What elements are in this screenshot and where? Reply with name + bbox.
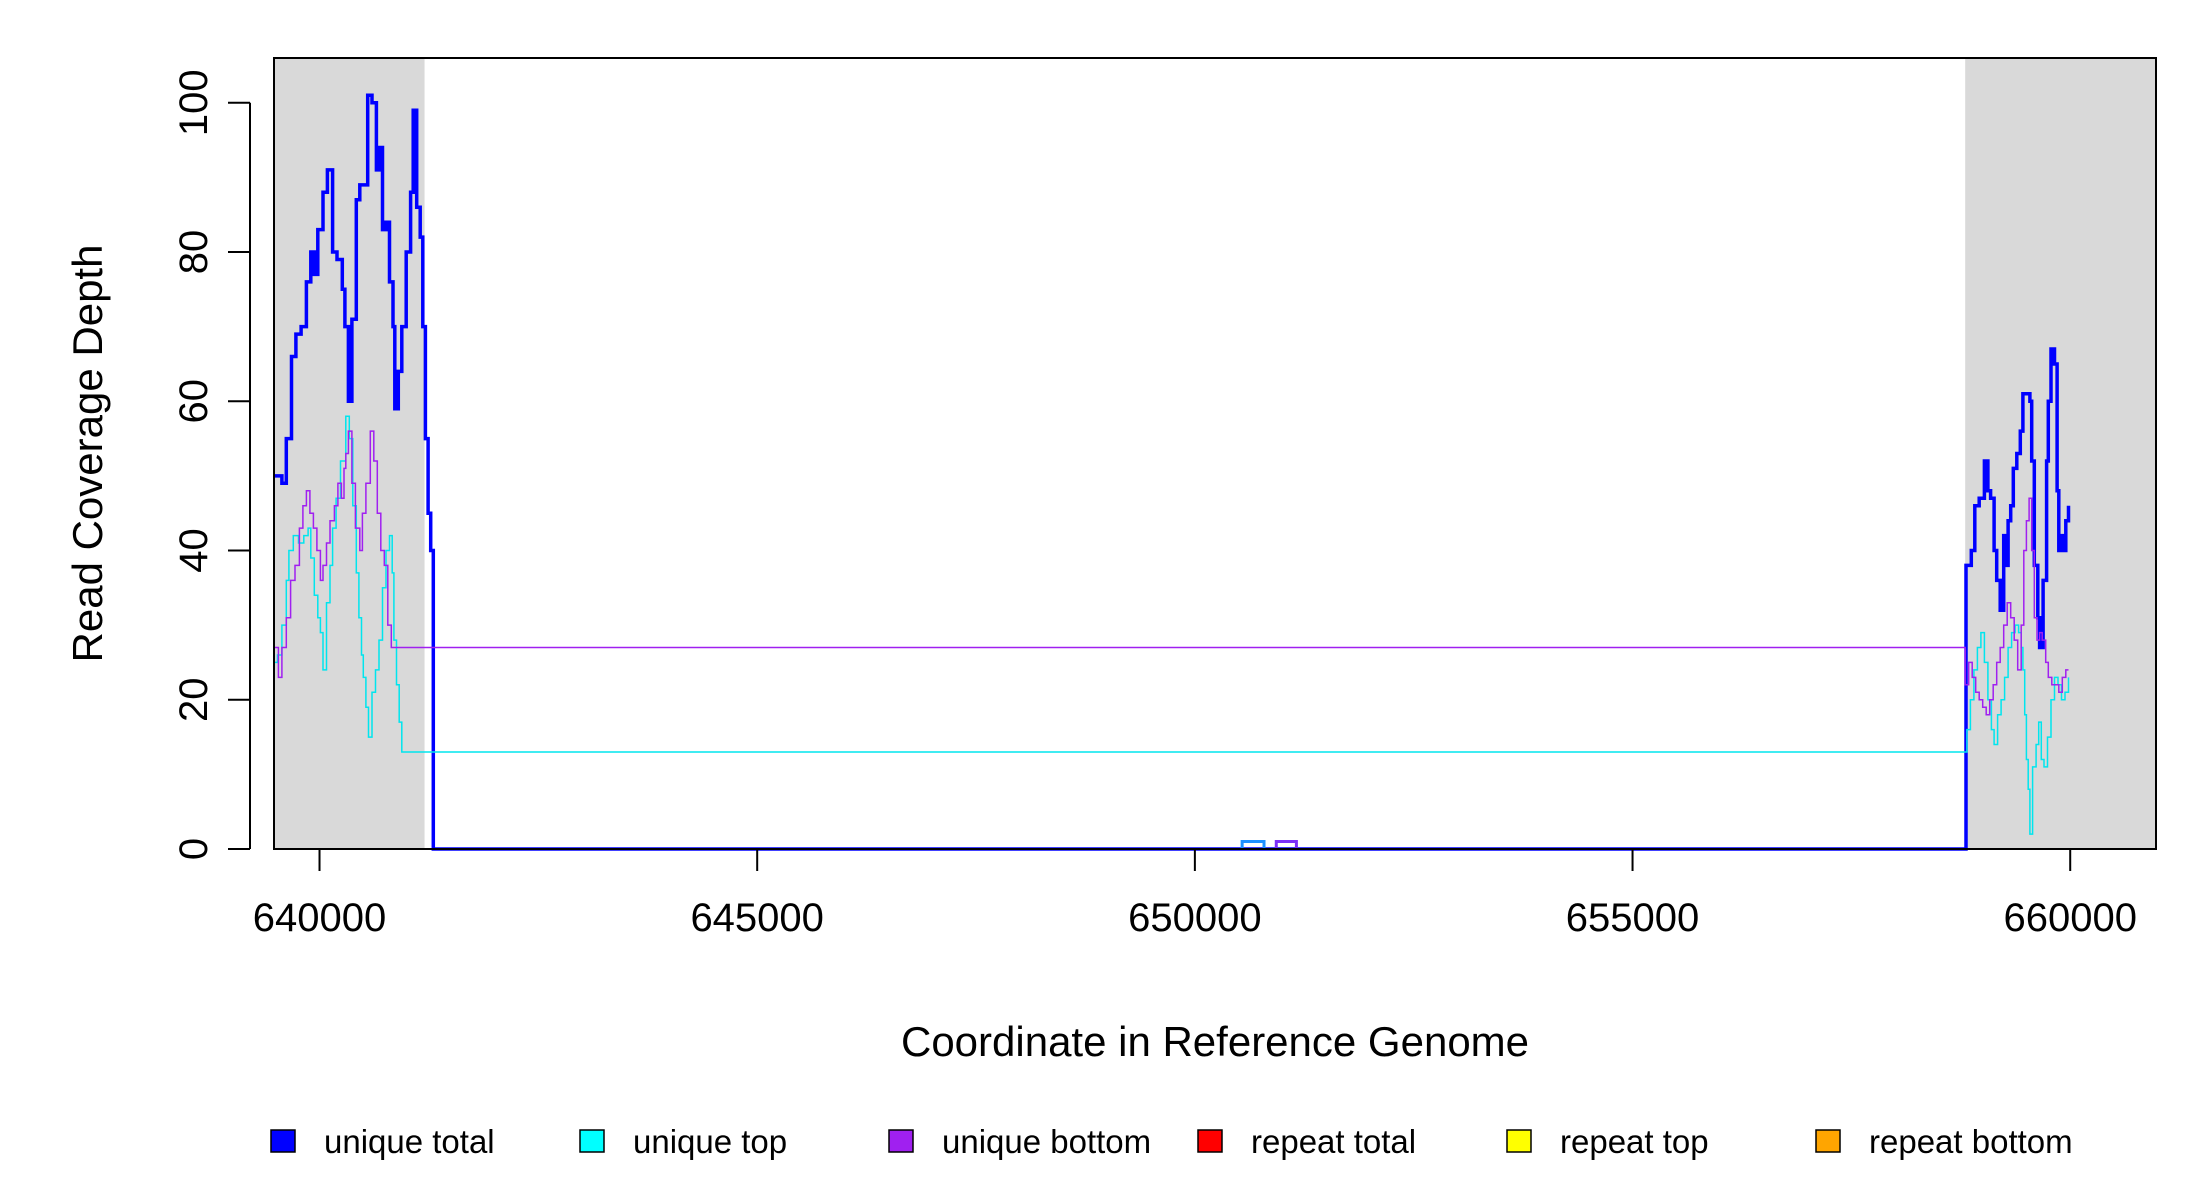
x-axis-title: Coordinate in Reference Genome <box>901 1018 1529 1065</box>
legend-swatch-repeat-total <box>1197 1129 1223 1153</box>
legend-swatch-unique-bottom <box>888 1129 914 1153</box>
y-tick-label: 60 <box>172 379 216 424</box>
legend-swatch-unique-total <box>270 1129 296 1153</box>
legend-swatch-unique-top <box>579 1129 605 1153</box>
y-tick-label: 80 <box>172 230 216 274</box>
y-axis-title: Read Coverage Depth <box>64 245 111 663</box>
y-tick-label: 100 <box>172 69 216 136</box>
plot-frame <box>273 57 2157 850</box>
y-tick-label: 20 <box>172 678 216 723</box>
series-unique-bottom <box>274 430 2069 716</box>
x-tick-label: 660000 <box>2003 896 2136 940</box>
y-tick-label: 40 <box>172 528 216 573</box>
x-tick-label: 640000 <box>253 896 386 940</box>
x-tick-label: 655000 <box>1566 896 1699 940</box>
legend: unique total unique top unique bottom repea… <box>270 1123 2073 1160</box>
legend-swatch-repeat-bottom <box>1815 1129 1841 1153</box>
legend-label-repeat-total: repeat total <box>1251 1123 1416 1160</box>
x-axis: 640000 645000 650000 655000 660000 <box>253 849 2137 940</box>
series-unique-top <box>274 415 2070 835</box>
legend-label-repeat-top: repeat top <box>1560 1123 1709 1160</box>
series-lines <box>274 93 2156 851</box>
legend-label-unique-bottom: unique bottom <box>942 1123 1151 1160</box>
legend-label-unique-total: unique total <box>324 1123 495 1160</box>
shaded-regions <box>274 58 2156 849</box>
coverage-blip-2 <box>1274 840 1298 849</box>
series-unique-total <box>274 93 2071 851</box>
y-axis: 0 20 40 60 80 100 <box>172 69 251 860</box>
legend-label-unique-top: unique top <box>633 1123 787 1160</box>
legend-swatch-repeat-top <box>1506 1129 1532 1153</box>
legend-label-repeat-bottom: repeat bottom <box>1869 1123 2073 1160</box>
x-tick-label: 650000 <box>1128 896 1261 940</box>
y-tick-label: 0 <box>172 838 216 860</box>
x-tick-label: 645000 <box>690 896 823 940</box>
coverage-blip-1 <box>1240 840 1266 849</box>
